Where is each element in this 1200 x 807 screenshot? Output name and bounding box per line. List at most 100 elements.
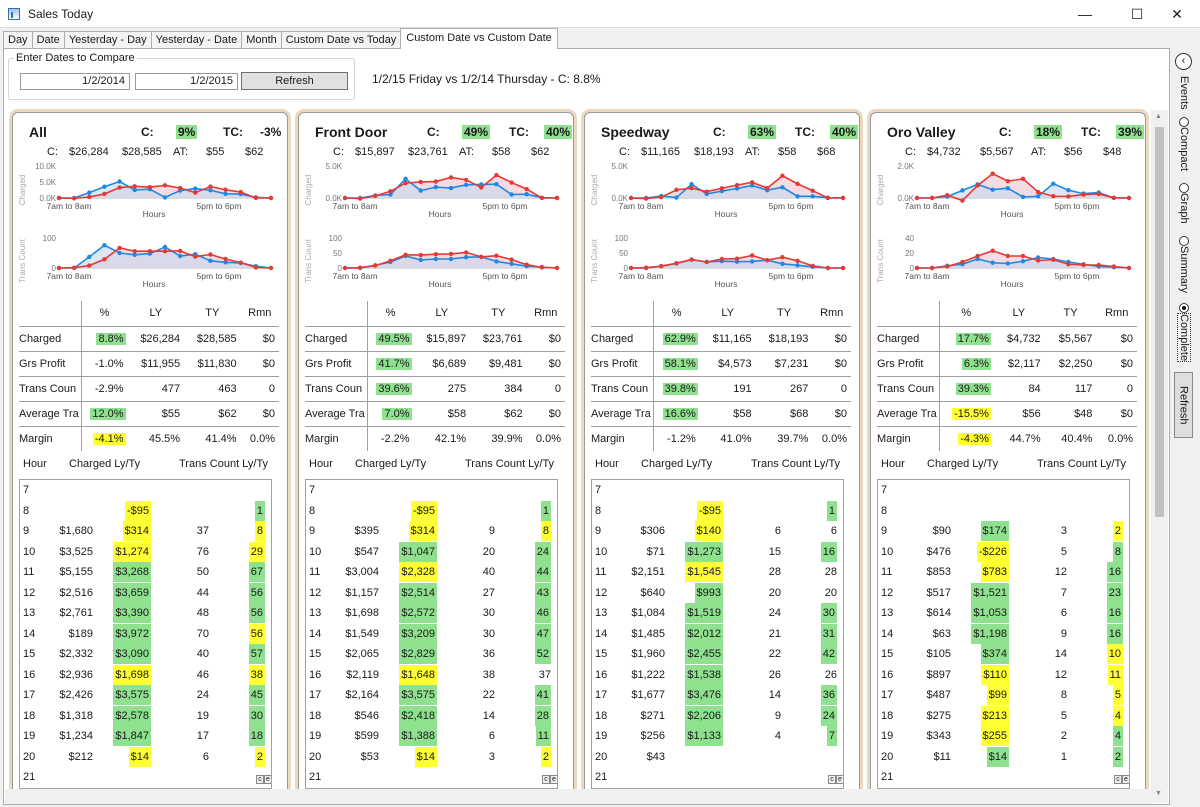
radio-icon[interactable] xyxy=(1179,236,1189,246)
app-icon xyxy=(8,7,20,20)
scroll-down-icon[interactable]: ▼ xyxy=(1155,790,1162,797)
hour-hour: 14 xyxy=(881,627,894,640)
scroll-e-icon[interactable]: e xyxy=(264,775,271,784)
ly-point xyxy=(448,185,454,191)
date2-input[interactable]: 1/2/2015 xyxy=(135,73,238,90)
ty-point xyxy=(388,258,393,263)
stats-value: 62.9% xyxy=(662,332,698,345)
hour-charged-ly: $212 xyxy=(68,750,93,763)
stats-value: -4.3% xyxy=(958,432,991,445)
stats-value: $18,193 xyxy=(768,332,809,345)
close-button[interactable]: ✕ xyxy=(1171,5,1183,22)
radio-icon[interactable] xyxy=(1179,183,1189,193)
scroll-e-icon[interactable]: e xyxy=(550,775,557,784)
stats-cell: 191 xyxy=(699,376,756,402)
stats-value: 0 xyxy=(554,382,561,395)
hour-charged-ly: $306 xyxy=(640,525,665,537)
hour-hour: 17 xyxy=(309,689,322,701)
tab-day[interactable]: Day xyxy=(3,31,33,49)
scroll-c-icon[interactable]: c xyxy=(542,775,550,784)
ty-point xyxy=(825,265,831,271)
hour-hour: 17 xyxy=(595,689,608,701)
minimize-button[interactable]: — xyxy=(1078,6,1092,22)
stats-row-label: Charged xyxy=(877,326,940,352)
ty-point xyxy=(689,185,694,191)
hour-hour: 14 xyxy=(595,627,608,640)
stats-row-label: Trans Coun xyxy=(591,376,654,402)
hour-row: 8 -$95 1 xyxy=(592,500,843,522)
stats-cell: 12.0% xyxy=(81,401,128,427)
charged-lyty-header: Charged Ly/Ty xyxy=(355,458,427,470)
ty-point xyxy=(479,254,484,260)
ty-point xyxy=(810,263,815,269)
tab-custom-vs-custom[interactable]: Custom Date vs Custom Date xyxy=(400,28,558,49)
hour-trans-ly: 20 xyxy=(482,545,495,558)
ty-point xyxy=(162,183,168,188)
hour-trans-ly: 30 xyxy=(482,627,495,640)
side-item-summary[interactable]: Summary xyxy=(1175,233,1193,293)
date1-input[interactable]: 1/2/2014 xyxy=(20,73,130,90)
hour-hour: 16 xyxy=(881,668,894,681)
hour-charged-ty: $2,514 xyxy=(399,582,437,603)
refresh-button[interactable]: Refresh xyxy=(241,72,348,90)
hour-charged-ly: $2,516 xyxy=(59,586,93,599)
scroll-e-icon[interactable]: e xyxy=(1122,775,1129,784)
side-item-label: Summary xyxy=(1178,246,1190,294)
hour-trans-ly: 7 xyxy=(1060,586,1067,599)
side-refresh-button[interactable]: Refresh xyxy=(1174,372,1193,438)
x-tick-label: 7am to 8am xyxy=(619,201,664,211)
hour-trans-ly: 44 xyxy=(196,586,209,599)
radio-selected-icon[interactable] xyxy=(1179,303,1189,313)
hour-trans-ty: 37 xyxy=(538,668,551,681)
horizontal-scrollbar[interactable] xyxy=(5,789,1151,804)
hour-hour: 16 xyxy=(595,668,608,681)
maximize-button[interactable]: ☐ xyxy=(1130,5,1144,22)
hour-trans-ly: 6 xyxy=(774,525,781,537)
scroll-c-icon[interactable]: c xyxy=(828,775,836,784)
vertical-scrollbar[interactable]: ▲ ▼ xyxy=(1151,110,1168,803)
scroll-up-icon[interactable]: ▲ xyxy=(1155,113,1162,120)
stats-row: Trans Coun -2.9% 477 463 0 xyxy=(19,376,279,402)
stats-value: $7,231 xyxy=(774,357,809,370)
stats-row-label: Margin xyxy=(19,426,82,451)
scroll-thumb[interactable] xyxy=(1155,127,1164,517)
stats-value: $0 xyxy=(1120,407,1133,420)
side-item-events[interactable]: Events xyxy=(1175,76,1193,110)
scroll-c-icon[interactable]: c xyxy=(1114,775,1122,784)
trans-change-pct: -3% xyxy=(260,125,282,139)
scroll-c-icon[interactable]: c xyxy=(256,775,264,784)
hourly-table[interactable]: 7 8 -$95 1 9 $306 $140 6 6 10 $71 $1,273 15 16 11 $2,15… xyxy=(591,479,844,789)
stats-cell: $0 xyxy=(526,351,565,377)
hour-row: 20 $53 $14 3 2 xyxy=(306,746,557,768)
hour-trans-ty: 30 xyxy=(248,705,265,726)
side-item-complete[interactable]: Complete xyxy=(1175,300,1193,363)
ly-point xyxy=(795,194,800,199)
side-item-compact[interactable]: Compact xyxy=(1175,114,1193,171)
stats-value: $28,585 xyxy=(196,332,237,345)
ly-point xyxy=(674,195,679,200)
tab-month[interactable]: Month xyxy=(241,31,282,49)
scroll-e-icon[interactable]: e xyxy=(836,775,843,784)
hourly-table[interactable]: 7 8 9 $90 $174 3 2 10 $476 -$226 5 8 11 $853 $783 12 16 1… xyxy=(877,479,1130,789)
tab-yesterday-day[interactable]: Yesterday - Day xyxy=(63,31,152,49)
ly-point xyxy=(795,263,800,268)
stats-cell: $62 xyxy=(184,401,241,427)
tab-date[interactable]: Date xyxy=(31,31,65,49)
y-tick-label: 5.0K xyxy=(326,162,343,171)
hourly-table[interactable]: 7 8 -$95 1 9 $1,680 $314 37 8 10 $3,525 $1,274 76 29 1… xyxy=(19,479,272,789)
hour-charged-ty: $3,972 xyxy=(113,623,151,644)
stats-cell: 40.4% xyxy=(1045,426,1097,451)
hour-row: 14 $1,485 $2,012 21 31 xyxy=(592,623,843,645)
radio-icon[interactable] xyxy=(1179,117,1189,127)
hour-charged-ty: $2,012 xyxy=(685,623,723,644)
tab-yesterday-date[interactable]: Yesterday - Date xyxy=(150,31,243,49)
collapse-icon[interactable]: ‹ xyxy=(1175,53,1192,70)
hour-charged-ty: $2,829 xyxy=(399,644,437,664)
hour-row: 7 xyxy=(592,480,843,501)
hourly-table[interactable]: 7 8 -$95 1 9 $395 $314 9 8 10 $547 $1,047 20 24 11 $3,0… xyxy=(305,479,558,789)
tab-custom-vs-today[interactable]: Custom Date vs Today xyxy=(280,31,402,49)
side-item-graph[interactable]: Graph xyxy=(1175,180,1193,224)
stats-value: $2,117 xyxy=(1007,357,1041,370)
x-tick-label: 7am to 8am xyxy=(47,271,92,281)
ty-point xyxy=(689,257,694,262)
